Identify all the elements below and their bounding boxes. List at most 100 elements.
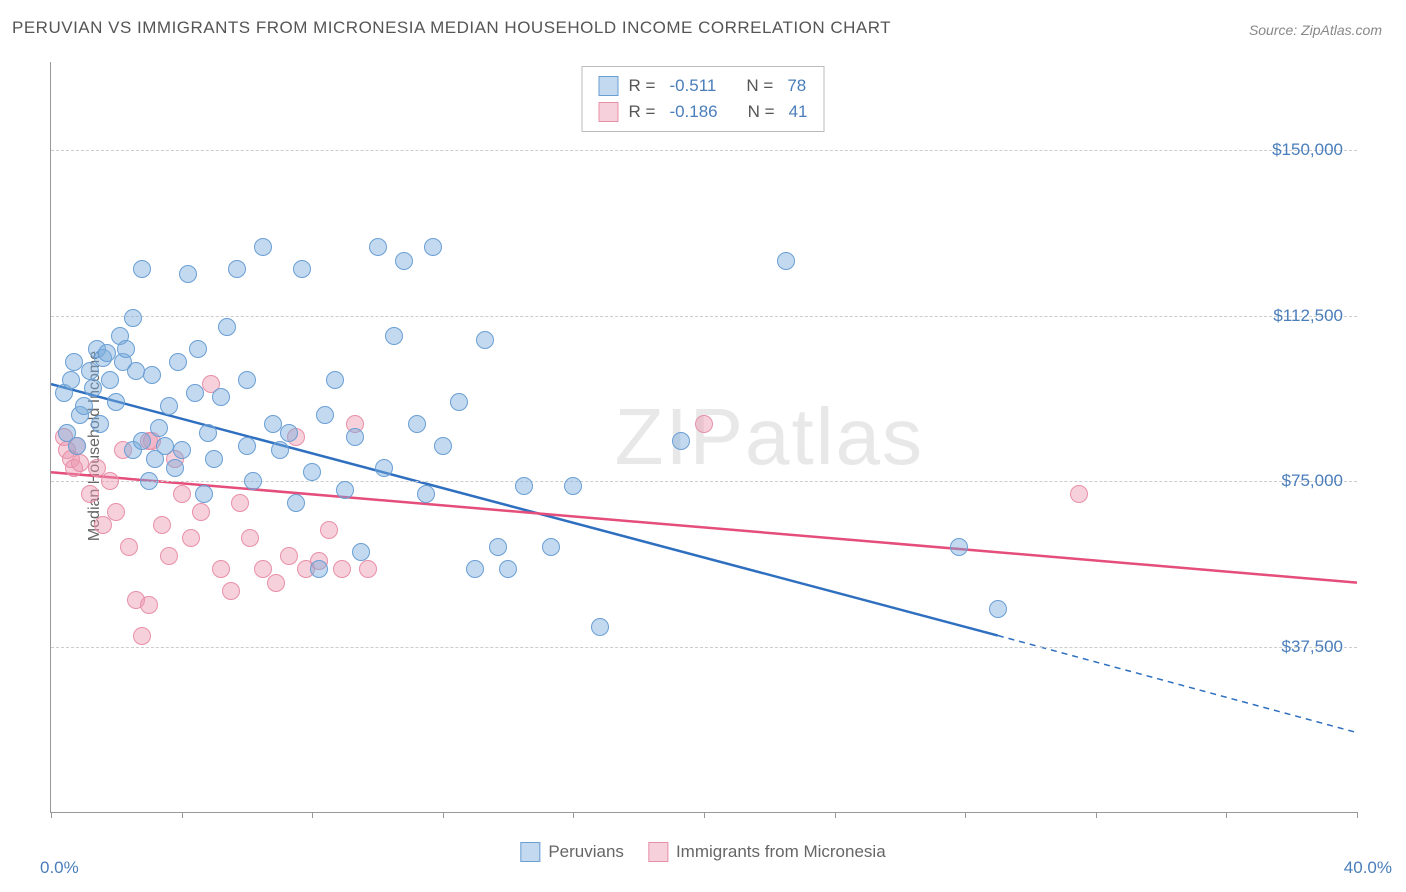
data-point (218, 318, 236, 336)
data-point (254, 238, 272, 256)
data-point (212, 388, 230, 406)
data-point (71, 454, 89, 472)
data-point (179, 265, 197, 283)
data-point (140, 596, 158, 614)
data-point (153, 516, 171, 534)
data-point (476, 331, 494, 349)
x-tick (573, 812, 574, 818)
y-tick-label: $150,000 (1272, 140, 1343, 160)
data-point (173, 441, 191, 459)
data-point (408, 415, 426, 433)
data-point (264, 415, 282, 433)
gridline (51, 647, 1357, 648)
data-point (989, 600, 1007, 618)
data-point (101, 472, 119, 490)
data-point (169, 353, 187, 371)
data-point (466, 560, 484, 578)
data-point (150, 419, 168, 437)
legend-label-peruvian: Peruvians (548, 842, 624, 862)
data-point (450, 393, 468, 411)
gridline (51, 150, 1357, 151)
swatch-micronesia (599, 102, 619, 122)
data-point (238, 371, 256, 389)
data-point (434, 437, 452, 455)
data-point (352, 543, 370, 561)
data-point (238, 437, 256, 455)
x-tick (51, 812, 52, 818)
data-point (395, 252, 413, 270)
data-point (101, 371, 119, 389)
data-point (156, 437, 174, 455)
stats-row-micronesia: R = -0.186 N = 41 (599, 99, 808, 125)
data-point (1070, 485, 1088, 503)
x-tick (965, 812, 966, 818)
x-tick (312, 812, 313, 818)
data-point (84, 379, 102, 397)
data-point (672, 432, 690, 450)
x-tick (835, 812, 836, 818)
gridline (51, 316, 1357, 317)
data-point (417, 485, 435, 503)
data-point (94, 516, 112, 534)
data-point (244, 472, 262, 490)
data-point (326, 371, 344, 389)
bottom-legend: Peruvians Immigrants from Micronesia (520, 842, 885, 862)
data-point (133, 260, 151, 278)
data-point (166, 459, 184, 477)
data-point (173, 485, 191, 503)
data-point (695, 415, 713, 433)
r-label: R = (629, 99, 656, 125)
data-point (195, 485, 213, 503)
data-point (75, 397, 93, 415)
swatch-peruvian (520, 842, 540, 862)
x-tick (1226, 812, 1227, 818)
data-point (160, 397, 178, 415)
swatch-peruvian (599, 76, 619, 96)
data-point (303, 463, 321, 481)
data-point (81, 362, 99, 380)
data-point (424, 238, 442, 256)
data-point (267, 574, 285, 592)
data-point (320, 521, 338, 539)
data-point (62, 371, 80, 389)
data-point (489, 538, 507, 556)
data-point (107, 393, 125, 411)
data-point (499, 560, 517, 578)
data-point (293, 260, 311, 278)
data-point (564, 477, 582, 495)
data-point (192, 503, 210, 521)
data-point (359, 560, 377, 578)
n-value-peruvian: 78 (787, 73, 806, 99)
data-point (68, 437, 86, 455)
data-point (228, 260, 246, 278)
y-tick-label: $75,000 (1282, 471, 1343, 491)
data-point (542, 538, 560, 556)
data-point (120, 538, 138, 556)
data-point (336, 481, 354, 499)
x-tick (1357, 812, 1358, 818)
data-point (385, 327, 403, 345)
data-point (199, 424, 217, 442)
x-tick (443, 812, 444, 818)
r-value-peruvian: -0.511 (669, 73, 716, 99)
data-point (81, 485, 99, 503)
data-point (133, 432, 151, 450)
data-point (124, 309, 142, 327)
y-tick-label: $112,500 (1273, 306, 1343, 326)
n-value-micronesia: 41 (789, 99, 808, 125)
n-label: N = (746, 73, 773, 99)
data-point (950, 538, 968, 556)
data-point (310, 560, 328, 578)
correlation-stats-box: R = -0.511 N = 78 R = -0.186 N = 41 (582, 66, 825, 132)
source-label: Source: ZipAtlas.com (1249, 22, 1382, 38)
data-point (375, 459, 393, 477)
x-tick (1096, 812, 1097, 818)
data-point (143, 366, 161, 384)
data-point (182, 529, 200, 547)
data-point (189, 340, 207, 358)
data-point (591, 618, 609, 636)
data-point (133, 627, 151, 645)
legend-item-peruvian: Peruvians (520, 842, 624, 862)
data-point (127, 362, 145, 380)
data-point (241, 529, 259, 547)
